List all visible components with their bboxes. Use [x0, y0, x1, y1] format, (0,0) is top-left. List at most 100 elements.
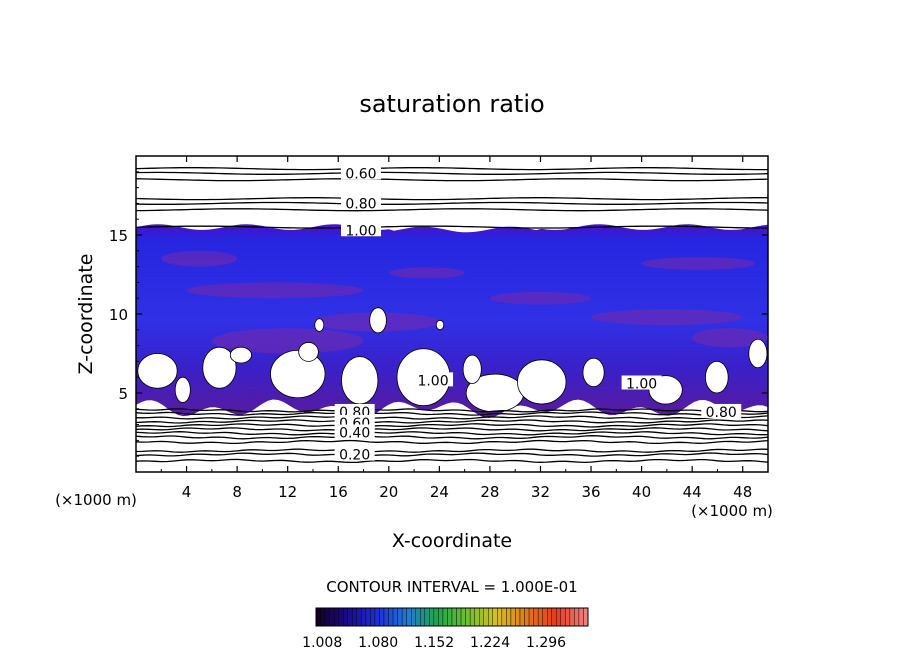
- colorbar-cell: [479, 607, 484, 627]
- y-axis-ticks: 5 10 15: [109, 171, 768, 457]
- colorbar-cell: [569, 607, 575, 627]
- colorbar-cell: [406, 607, 412, 627]
- colorbar-cell: [347, 607, 353, 627]
- colorbar-cell: [524, 607, 530, 627]
- cloud-free-gap: [341, 356, 379, 405]
- contour-line: [136, 423, 768, 428]
- colorbar-cell: [501, 607, 507, 627]
- colorbar-cell: [388, 607, 394, 627]
- purple-streak: [692, 328, 768, 348]
- x-tick-label: 16: [329, 483, 348, 501]
- contour-label: 0.60: [345, 166, 376, 182]
- contour-line: [136, 427, 768, 432]
- cloud-free-gap: [314, 318, 325, 332]
- x-tick-label: 8: [232, 483, 242, 501]
- colorbar-cell: [483, 607, 489, 627]
- contour-line: [136, 208, 768, 212]
- purple-streak: [186, 282, 364, 299]
- colorbar-cell: [374, 607, 380, 627]
- colorbar-tick-label: 1.224: [470, 635, 510, 651]
- colorbar-cell: [547, 607, 552, 627]
- colorbar-cell: [379, 607, 385, 627]
- colorbar-cell: [447, 607, 453, 627]
- colorbar-cell: [565, 607, 571, 627]
- contour-label-bg: [334, 424, 375, 439]
- colorbar-cell: [442, 607, 448, 627]
- colorbar-cell: [556, 607, 561, 627]
- x-tick-label: 28: [480, 483, 499, 501]
- chart-title: saturation ratio: [359, 90, 544, 118]
- contour-line: [136, 167, 768, 171]
- contour-label-bg: [340, 222, 381, 237]
- plot-area: [136, 156, 768, 472]
- colorbar-cell: [492, 607, 498, 627]
- supersaturation-shading: [136, 224, 768, 418]
- colorbar-cell: [333, 607, 339, 627]
- contour-label: 0.40: [339, 426, 370, 442]
- colorbar-frame: [315, 607, 589, 627]
- cloud-free-gap: [369, 307, 387, 334]
- contour-labels: 0.600.801.001.00 1.000.800.600.400.200.80: [334, 165, 742, 464]
- colorbar-labels: 1.008 1.080 1.152 1.224 1.296: [302, 635, 566, 651]
- x-tick-label: 40: [632, 483, 651, 501]
- y-tick-label: 15: [109, 227, 128, 245]
- cloud-free-gap: [229, 346, 252, 364]
- contour-label-bg: [621, 375, 662, 390]
- colorbar-cell: [338, 607, 344, 627]
- contour-line: [136, 415, 768, 420]
- contour-line: [136, 452, 768, 457]
- colorbar-cell: [352, 607, 357, 627]
- cloud-free-gap: [582, 357, 605, 388]
- colorbar-cell: [533, 607, 539, 627]
- cloud-free-gap: [705, 361, 729, 394]
- colorbar-cell: [401, 607, 407, 627]
- colorbar-cell: [551, 607, 557, 627]
- colorbar-cell: [578, 607, 584, 627]
- colorbar-cell: [315, 607, 321, 627]
- colorbar-cell: [451, 607, 457, 627]
- contour-line: [136, 225, 768, 229]
- contour-label-bg: [340, 165, 381, 180]
- y-tick-label: 5: [118, 385, 128, 403]
- contour-line: [136, 448, 768, 453]
- contour-line: [136, 411, 768, 416]
- cloud-free-gap: [298, 342, 319, 362]
- cloud-free-gap: [202, 346, 237, 389]
- cloud-free-gap: [748, 338, 768, 369]
- colorbar-tick-label: 1.152: [414, 635, 454, 651]
- contour-label-bg: [334, 446, 375, 461]
- contour-label: 0.80: [345, 196, 376, 212]
- contour-label: 1.00: [417, 373, 448, 389]
- contour-line: [136, 435, 768, 440]
- cloud-free-gap: [435, 319, 445, 331]
- contour-line: [136, 419, 768, 424]
- colorbar-cell: [383, 607, 389, 627]
- contour-line: [136, 458, 768, 464]
- colorbar-cell: [537, 607, 543, 627]
- purple-streak: [388, 267, 465, 279]
- colorbar-cell: [519, 607, 525, 627]
- x-tick-label: 32: [531, 483, 550, 501]
- purple-streak: [591, 309, 743, 326]
- colorbar-tick-label: 1.080: [358, 635, 398, 651]
- contour-label-bg: [701, 403, 742, 418]
- colorbar-cell: [497, 607, 503, 627]
- colorbar-cell: [356, 607, 362, 627]
- purple-streak: [641, 257, 756, 270]
- colorbar-cell: [560, 607, 566, 627]
- x-tick-label: 36: [581, 483, 600, 501]
- purple-streak: [489, 291, 592, 305]
- cloud-free-gap: [517, 359, 567, 405]
- x-tick-label: 24: [430, 483, 449, 501]
- colorbar-cell: [433, 607, 439, 627]
- colorbar-cell: [429, 607, 435, 627]
- colorbar-cell: [324, 607, 330, 627]
- cloud-free-gap: [174, 376, 191, 403]
- contour-line: [136, 197, 768, 201]
- contour-lines: [136, 167, 768, 464]
- cloud-free-gap: [137, 353, 178, 389]
- colorbar-cell: [465, 607, 471, 627]
- x-tick-label: 48: [733, 483, 752, 501]
- colorbar-tick-label: 1.296: [526, 635, 566, 651]
- y-unit-label: (×1000 m): [55, 491, 137, 509]
